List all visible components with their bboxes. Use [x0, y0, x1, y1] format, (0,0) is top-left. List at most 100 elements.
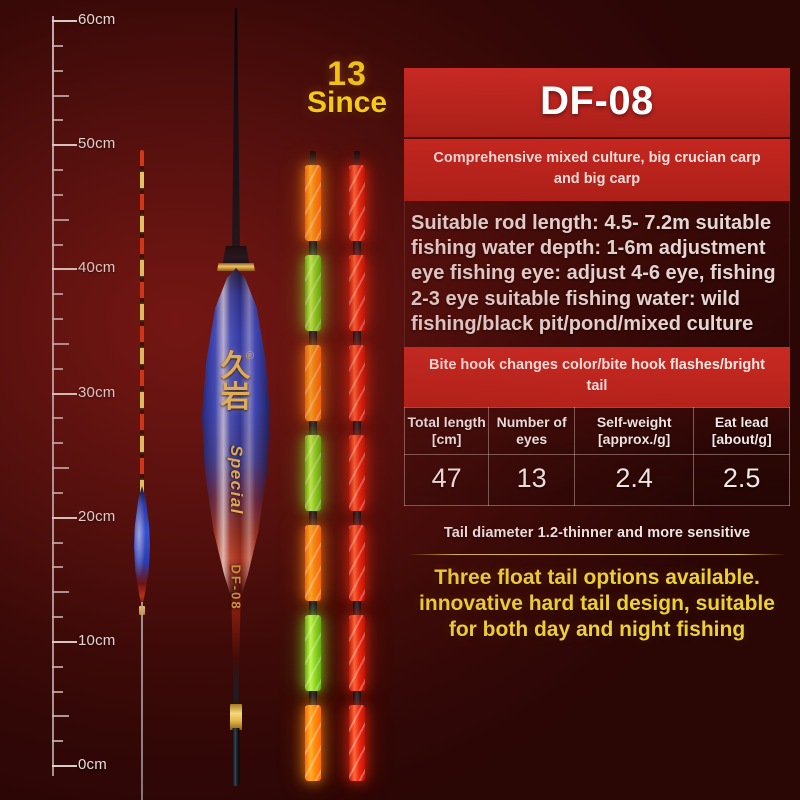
tail-segment-orange	[305, 705, 321, 781]
ruler-minor-tick	[52, 417, 63, 420]
feature-banner: Bite hook changes color/bite hook flashe…	[404, 346, 790, 407]
ruler-minor-tick	[52, 218, 69, 221]
ruler-spine	[52, 16, 54, 776]
ruler-major-tick	[52, 392, 77, 395]
mini-tail-segment	[140, 304, 144, 320]
tail-joint	[309, 421, 317, 435]
table-header-row: Total length [cm] Number of eyes Self-we…	[403, 406, 790, 456]
ruler-tick-label: 50cm	[78, 135, 116, 153]
tail-segment-red	[349, 165, 365, 241]
mini-tail-segment	[140, 436, 144, 452]
table-header-cell: Total length [cm]	[403, 406, 490, 456]
tail-segment-red	[349, 435, 365, 511]
ruler-major-tick	[52, 20, 77, 22]
ruler-minor-tick	[52, 243, 63, 246]
ruler-major-tick	[52, 640, 77, 643]
ruler-minor-tick	[52, 318, 63, 320]
tail-tip	[354, 151, 360, 167]
measurement-ruler: 60cm 50cm 40cm 30cm 20cm 10cm 0cm	[52, 11, 132, 776]
tail-segment-red	[349, 345, 365, 421]
tail-joint	[353, 421, 361, 435]
tail-option-red	[346, 151, 368, 785]
product-model-title: DF-08	[404, 68, 790, 139]
table-row: 47 13 2.4 2.5	[403, 454, 790, 507]
float-body	[201, 268, 271, 598]
table-cell: 47	[403, 454, 490, 507]
ruler-minor-tick	[52, 467, 69, 469]
tail-segment-orange	[305, 165, 321, 241]
ruler-minor-tick	[52, 566, 63, 569]
tail-joint	[353, 601, 361, 615]
tail-segment-red	[349, 525, 365, 601]
tail-diameter-note: Tail diameter 1.2-thinner and more sensi…	[443, 525, 751, 542]
ruler-minor-tick	[52, 690, 63, 693]
mini-tail-segment	[140, 216, 144, 232]
promo-text: Three float tail options available. inno…	[419, 566, 775, 642]
ruler-tick-label: 30cm	[78, 383, 116, 401]
mini-tail-segment	[140, 172, 144, 188]
tail-joint	[309, 511, 317, 525]
table-header-cell: Self-weight [approx./g]	[574, 406, 695, 456]
ruler-minor-tick	[52, 616, 63, 618]
since-badge: 13 Since	[292, 55, 402, 120]
product-subtitle: Comprehensive mixed culture, big crucian…	[404, 139, 790, 202]
tail-segment-orange	[305, 345, 321, 421]
table-cell: 2.4	[574, 454, 695, 507]
tail-tip	[310, 151, 316, 167]
mini-tail-segment	[140, 414, 144, 430]
table-cell: 13	[488, 454, 576, 507]
tail-segment-green	[305, 615, 321, 691]
scale-reference-float	[129, 150, 155, 800]
mini-tail-segment	[140, 370, 144, 386]
float-antenna	[232, 8, 240, 246]
main-float-illustration: 久岩 ® Special DF-08	[180, 0, 292, 790]
table-header-cell: Eat lead [about/g]	[693, 406, 790, 456]
ruler-minor-tick	[52, 442, 63, 445]
ruler-major-tick	[52, 765, 77, 767]
ruler-minor-tick	[52, 541, 63, 544]
mini-tail-segment	[140, 326, 144, 342]
tail-segment-green	[305, 435, 321, 511]
mini-tail-segment	[140, 348, 144, 364]
ruler-tick-label: 10cm	[78, 631, 116, 649]
tail-segment-red	[349, 705, 365, 781]
float-lower-taper	[231, 592, 241, 712]
specification-table: Total length [cm] Number of eyes Self-we…	[403, 406, 790, 507]
tail-option-multicolor	[302, 151, 324, 785]
float-gold-ring	[217, 263, 255, 271]
ruler-minor-tick	[52, 715, 69, 718]
ruler-minor-tick	[52, 94, 69, 97]
float-brand-logo: 久岩	[220, 349, 252, 415]
mini-tail-segment	[140, 260, 144, 276]
float-series-label: Special	[227, 444, 246, 516]
since-label: Since	[306, 86, 388, 120]
tail-joint	[353, 331, 361, 345]
tail-segment-red	[349, 615, 365, 691]
ruler-minor-tick	[52, 293, 63, 296]
glowing-tail-options	[300, 151, 376, 785]
ruler-minor-tick	[52, 491, 63, 494]
ruler-tick-label: 40cm	[78, 259, 116, 277]
float-stem	[232, 728, 240, 786]
registered-mark-icon: ®	[246, 350, 255, 362]
float-stem-gold-band	[230, 704, 242, 730]
table-cell: 2.5	[693, 454, 790, 507]
tail-joint	[309, 691, 317, 705]
mini-tail-segment	[140, 458, 144, 474]
ruler-minor-tick	[52, 69, 63, 72]
product-specifications-text: Suitable rod length: 4.5- 7.2m suitable …	[404, 201, 790, 347]
float-shoulder	[222, 246, 250, 266]
ruler-tick-label: 20cm	[78, 507, 116, 525]
mini-tail-segment	[140, 238, 144, 254]
since-year: 13	[327, 55, 367, 93]
ruler-minor-tick	[52, 193, 63, 196]
tail-segment-orange	[305, 525, 321, 601]
ruler-minor-tick	[52, 119, 63, 122]
ruler-minor-tick	[52, 367, 63, 370]
ruler-major-tick	[52, 268, 77, 271]
mini-tail-segment	[140, 392, 144, 408]
tail-joint	[353, 511, 361, 525]
tail-segment-green	[305, 255, 321, 331]
ruler-minor-tick	[52, 591, 69, 594]
